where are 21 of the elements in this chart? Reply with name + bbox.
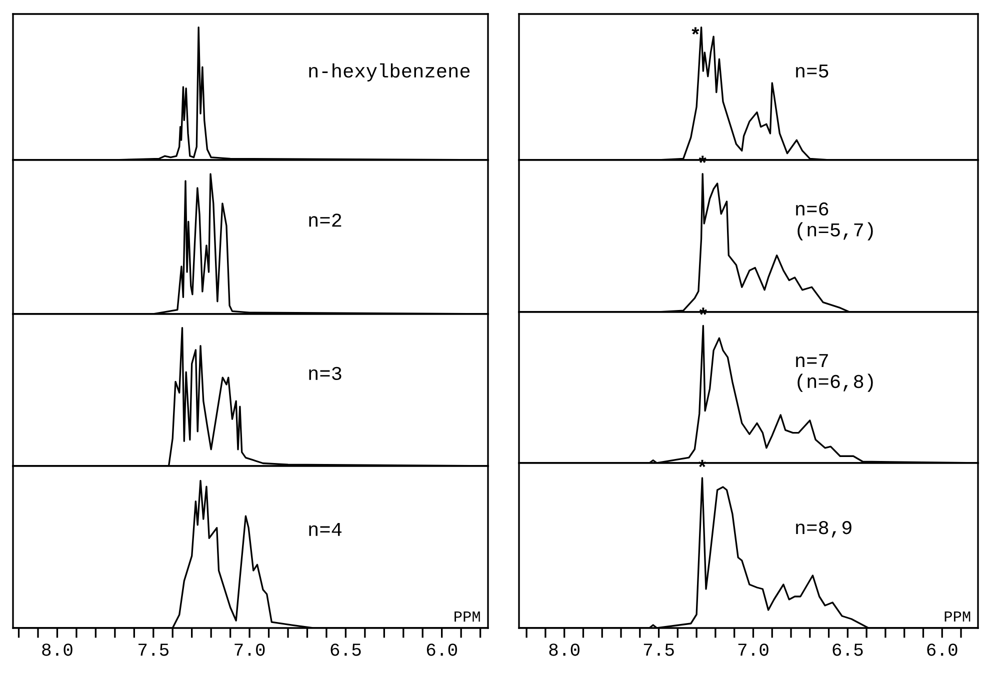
annotation: n=7 (n=6,8) bbox=[796, 354, 873, 392]
x-axis-title: PPM bbox=[454, 612, 480, 622]
annotation: n=3 bbox=[309, 366, 342, 380]
annotation: n-hexylbenzene bbox=[309, 63, 470, 82]
annotation: n=2 bbox=[309, 214, 342, 227]
x-tick-label: 8.0 bbox=[42, 644, 72, 656]
x-axis-title: PPM bbox=[944, 611, 970, 622]
annotation: * bbox=[692, 27, 700, 35]
annotation: n=5 bbox=[796, 64, 828, 78]
annotation: n=6 (n=5,7) bbox=[796, 202, 873, 240]
annotation: n=4 bbox=[309, 523, 342, 536]
x-tick-label: 6.5 bbox=[832, 644, 863, 656]
x-tick-label: 6.5 bbox=[330, 644, 361, 656]
annotation: n=8,9 bbox=[796, 521, 852, 538]
x-tick-label: 6.0 bbox=[927, 644, 958, 656]
x-tick-label: 6.0 bbox=[426, 644, 457, 656]
x-tick-label: 7.5 bbox=[644, 644, 674, 656]
x-tick-label: 7.0 bbox=[234, 644, 265, 656]
x-tick-label: 7.0 bbox=[738, 644, 768, 656]
x-tick-label: 8.0 bbox=[549, 644, 580, 656]
x-tick-label: 7.5 bbox=[138, 644, 168, 656]
